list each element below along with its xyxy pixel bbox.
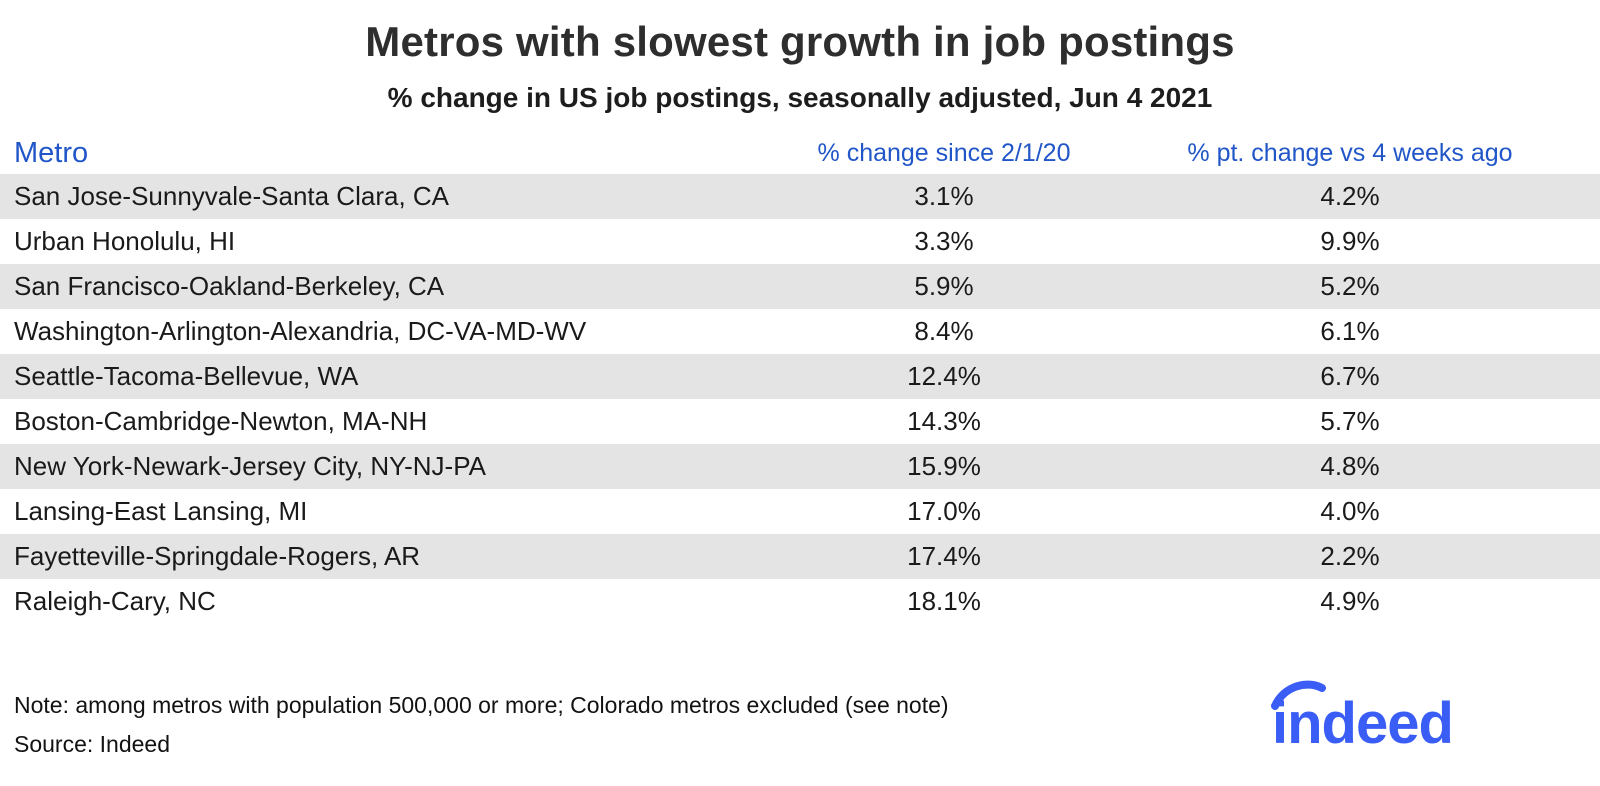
change-since-value: 17.0% xyxy=(907,496,981,526)
table-row: New York-Newark-Jersey City, NY-NJ-PA 15… xyxy=(0,444,1600,489)
pt-change-value: 5.2% xyxy=(1320,271,1380,301)
indeed-flame-icon xyxy=(1271,680,1326,710)
change-since-value: 3.1% xyxy=(914,181,974,211)
source-text: Source: Indeed xyxy=(14,731,171,757)
column-header-metro: Metro xyxy=(14,136,89,169)
table-row: San Jose-Sunnyvale-Santa Clara, CA 3.1% … xyxy=(0,174,1600,219)
table-row: Raleigh-Cary, NC 18.1% 4.9% xyxy=(0,579,1600,624)
change-since-value: 14.3% xyxy=(907,406,981,436)
change-since-value: 8.4% xyxy=(914,316,974,346)
pt-change-value: 2.2% xyxy=(1320,541,1380,571)
metro-name: Fayetteville-Springdale-Rogers, AR xyxy=(14,541,421,571)
indeed-logo: indeed xyxy=(1270,679,1586,758)
metro-name: San Jose-Sunnyvale-Santa Clara, CA xyxy=(14,181,450,211)
pt-change-value: 6.1% xyxy=(1320,316,1380,346)
indeed-logo-text: indeed xyxy=(1272,691,1453,753)
column-header-change-since: % change since 2/1/20 xyxy=(817,138,1071,167)
change-since-value: 18.1% xyxy=(907,586,981,616)
change-since-value: 5.9% xyxy=(914,271,974,301)
change-since-value: 12.4% xyxy=(907,361,981,391)
table-row: Fayetteville-Springdale-Rogers, AR 17.4%… xyxy=(0,534,1600,579)
change-since-value: 15.9% xyxy=(907,451,981,481)
metro-name: Raleigh-Cary, NC xyxy=(14,586,216,616)
metro-name: Seattle-Tacoma-Bellevue, WA xyxy=(14,361,359,391)
footnotes: Note: among metros with population 500,0… xyxy=(14,694,949,758)
chart-subtitle: % change in US job postings, seasonally … xyxy=(387,82,1213,113)
metro-table: Metro % change since 2/1/20 % pt. change… xyxy=(0,132,1600,624)
note-text: Note: among metros with population 500,0… xyxy=(14,692,949,718)
table-body: San Jose-Sunnyvale-Santa Clara, CA 3.1% … xyxy=(0,174,1600,624)
table-row: Boston-Cambridge-Newton, MA-NH 14.3% 5.7… xyxy=(0,399,1600,444)
pt-change-value: 5.7% xyxy=(1320,406,1380,436)
pt-change-value: 9.9% xyxy=(1320,226,1380,256)
pt-change-value: 4.8% xyxy=(1320,451,1380,481)
table-row: Washington-Arlington-Alexandria, DC-VA-M… xyxy=(0,309,1600,354)
change-since-value: 3.3% xyxy=(914,226,974,256)
table-row: San Francisco-Oakland-Berkeley, CA 5.9% … xyxy=(0,264,1600,309)
metro-name: Urban Honolulu, HI xyxy=(14,226,236,256)
table-row: Urban Honolulu, HI 3.3% 9.9% xyxy=(0,219,1600,264)
chart-title: Metros with slowest growth in job postin… xyxy=(365,18,1235,65)
metro-name: New York-Newark-Jersey City, NY-NJ-PA xyxy=(14,451,486,481)
metro-name: Washington-Arlington-Alexandria, DC-VA-M… xyxy=(14,316,587,346)
metro-name: Boston-Cambridge-Newton, MA-NH xyxy=(14,406,428,436)
table-row: Seattle-Tacoma-Bellevue, WA 12.4% 6.7% xyxy=(0,354,1600,399)
pt-change-value: 6.7% xyxy=(1320,361,1380,391)
change-since-value: 17.4% xyxy=(907,541,981,571)
pt-change-value: 4.2% xyxy=(1320,181,1380,211)
pt-change-value: 4.9% xyxy=(1320,586,1380,616)
table-row: Lansing-East Lansing, MI 17.0% 4.0% xyxy=(0,489,1600,534)
chart-footer: Note: among metros with population 500,0… xyxy=(0,679,1600,758)
column-header-pt-change: % pt. change vs 4 weeks ago xyxy=(1187,138,1513,167)
pt-change-value: 4.0% xyxy=(1320,496,1380,526)
metro-name: San Francisco-Oakland-Berkeley, CA xyxy=(14,271,445,301)
metro-name: Lansing-East Lansing, MI xyxy=(14,496,308,526)
table-header-row: Metro % change since 2/1/20 % pt. change… xyxy=(0,132,1600,174)
indeed-logo-svg: indeed xyxy=(1271,680,1454,756)
